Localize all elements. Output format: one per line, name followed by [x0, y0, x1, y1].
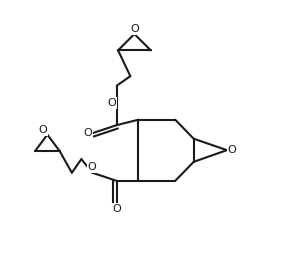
- Text: O: O: [227, 145, 236, 155]
- Text: O: O: [88, 162, 96, 172]
- Text: O: O: [130, 24, 139, 34]
- Text: O: O: [83, 128, 92, 138]
- Text: O: O: [107, 98, 116, 108]
- Text: O: O: [112, 204, 121, 214]
- Text: O: O: [38, 125, 47, 135]
